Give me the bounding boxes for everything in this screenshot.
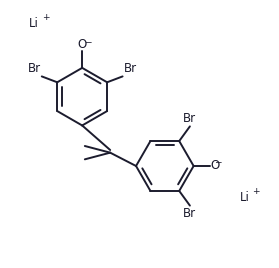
- Text: −: −: [84, 38, 92, 47]
- Text: −: −: [214, 158, 221, 166]
- Text: Li: Li: [29, 17, 39, 30]
- Text: Br: Br: [183, 112, 196, 125]
- Text: Li: Li: [240, 191, 250, 204]
- Text: +: +: [42, 13, 49, 22]
- Text: +: +: [252, 187, 260, 196]
- Text: Br: Br: [124, 62, 137, 75]
- Text: Br: Br: [183, 207, 196, 220]
- Text: O: O: [78, 38, 87, 51]
- Text: O: O: [211, 159, 220, 173]
- Text: Br: Br: [28, 62, 41, 75]
